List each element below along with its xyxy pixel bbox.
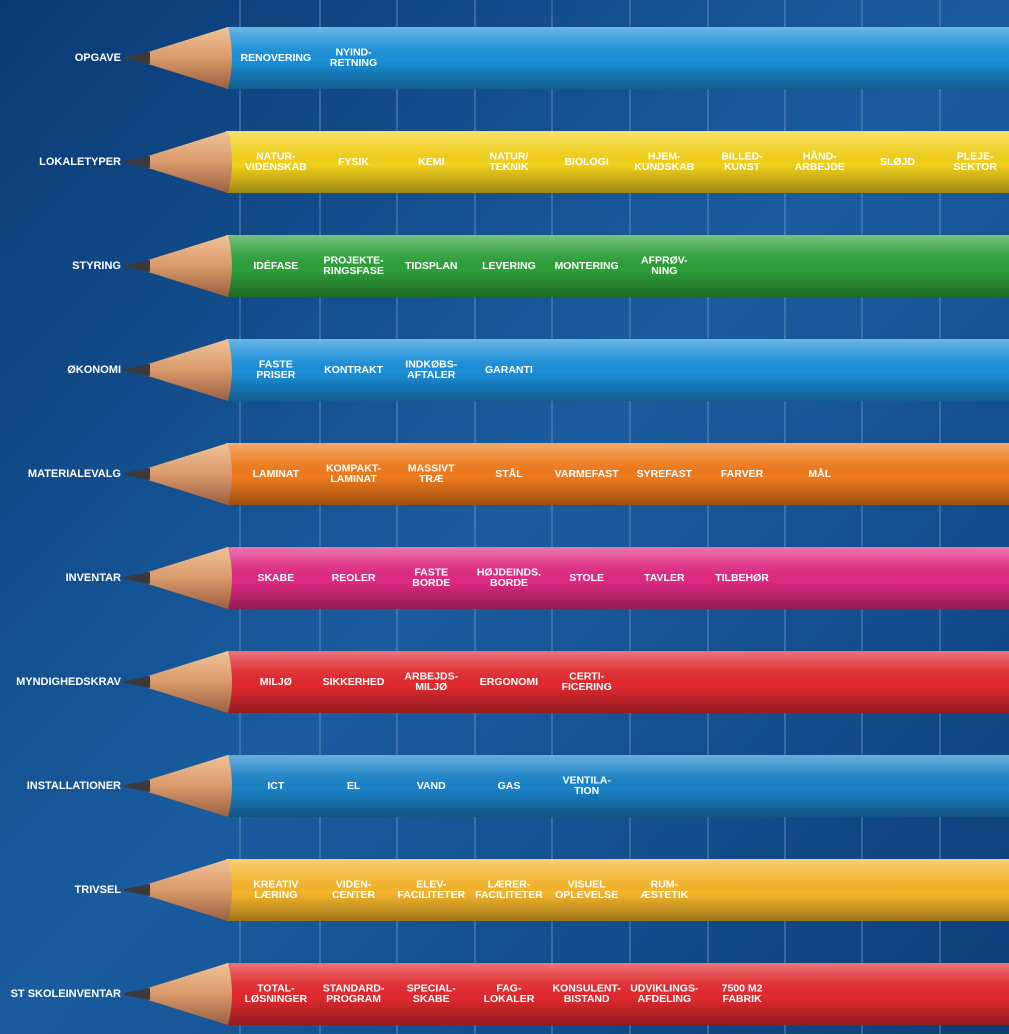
cell-label: VIDENSKAB	[245, 161, 307, 173]
cell-label: PROGRAM	[326, 993, 381, 1005]
cell-label: CENTER	[332, 889, 376, 901]
cell-label: TIDSPLAN	[405, 260, 458, 272]
cell-label: FICERING	[562, 681, 612, 693]
row-label: STYRING	[72, 260, 121, 272]
cell-label: KEMI	[418, 156, 444, 168]
cell-label: BORDE	[412, 577, 450, 589]
cell-label: RENOVERING	[241, 52, 312, 64]
cell-label: MONTERING	[555, 260, 619, 272]
cell-label: FACILITETER	[397, 889, 465, 901]
cell-label: VARMEFAST	[555, 468, 620, 480]
cell-label: LØSNINGER	[245, 993, 308, 1005]
cell-label: LÆRING	[254, 889, 297, 901]
cell-label: KUNST	[724, 161, 761, 173]
cell-label: FARVER	[721, 468, 764, 480]
row-label: INSTALLATIONER	[27, 780, 121, 792]
cell-label: MILJØ	[260, 676, 292, 688]
cell-label: TILBEHØR	[715, 572, 769, 584]
row-label: LOKALETYPER	[39, 156, 121, 168]
cell-label: VAND	[417, 780, 446, 792]
cell-label: SYREFAST	[637, 468, 693, 480]
cell-label: TRÆ	[419, 473, 444, 485]
cell-label: SLØJD	[880, 156, 915, 168]
diagram: OPGAVERENOVERINGNYIND-RETNINGLOKALETYPER…	[0, 0, 1009, 1034]
cell-label: STOLE	[569, 572, 604, 584]
row-label: TRIVSEL	[75, 884, 122, 896]
cell-label: LAMINAT	[330, 473, 377, 485]
cell-label: ICT	[267, 780, 285, 792]
cell-label: TEKNIK	[489, 161, 529, 173]
row-label: ØKONOMI	[67, 364, 121, 376]
cell-label: FYSIK	[338, 156, 369, 168]
cell-label: KONTRAKT	[324, 364, 383, 376]
pencil-shade	[226, 755, 1009, 817]
cell-label: SIKKERHED	[323, 676, 385, 688]
cell-label: AFTALER	[407, 369, 456, 381]
cell-label: RETNING	[330, 57, 377, 69]
cell-label: GARANTI	[485, 364, 533, 376]
row-label: ST SKOLEINVENTAR	[11, 988, 121, 1000]
cell-label: IDÉFASE	[253, 259, 298, 272]
cell-label: EL	[347, 780, 361, 792]
cell-label: BORDE	[490, 577, 528, 589]
cell-label: ERGONOMI	[480, 676, 538, 688]
cell-label: LOKALER	[484, 993, 535, 1005]
cell-label: OPLEVELSE	[555, 889, 618, 901]
cell-label: PRISER	[256, 369, 296, 381]
cell-label: TAVLER	[644, 572, 685, 584]
cell-label: BISTAND	[564, 993, 610, 1005]
cell-label: BIOLOGI	[564, 156, 608, 168]
pencil-row: STYRINGIDÉFASEPROJEKTE-RINGSFASETIDSPLAN…	[72, 235, 1009, 297]
cell-label: GAS	[498, 780, 521, 792]
cell-label: ARBEJDE	[795, 161, 845, 173]
row-label: OPGAVE	[75, 52, 121, 64]
row-label: MATERIALEVALG	[28, 468, 121, 480]
cell-label: FABRIK	[723, 993, 763, 1005]
cell-label: AFDELING	[638, 993, 692, 1005]
cell-label: FACILITETER	[475, 889, 543, 901]
cell-label: REOLER	[332, 572, 376, 584]
cell-label: MILJØ	[415, 681, 447, 693]
cell-label: SKABE	[257, 572, 294, 584]
cell-label: SKABE	[413, 993, 450, 1005]
cell-label: MÅL	[808, 467, 831, 480]
cell-label: LAMINAT	[253, 468, 300, 480]
cell-label: RINGSFASE	[323, 265, 384, 277]
cell-label: TION	[574, 785, 599, 797]
cell-label: KUNDSKAB	[634, 161, 695, 173]
cell-label: NING	[651, 265, 677, 277]
cell-label: LEVERING	[482, 260, 536, 272]
row-label: MYNDIGHEDSKRAV	[16, 676, 122, 688]
cell-label: SEKTOR	[953, 161, 997, 173]
cell-label: ÆSTETIK	[640, 889, 688, 901]
row-label: INVENTAR	[66, 572, 121, 584]
cell-label: STÅL	[495, 467, 523, 480]
